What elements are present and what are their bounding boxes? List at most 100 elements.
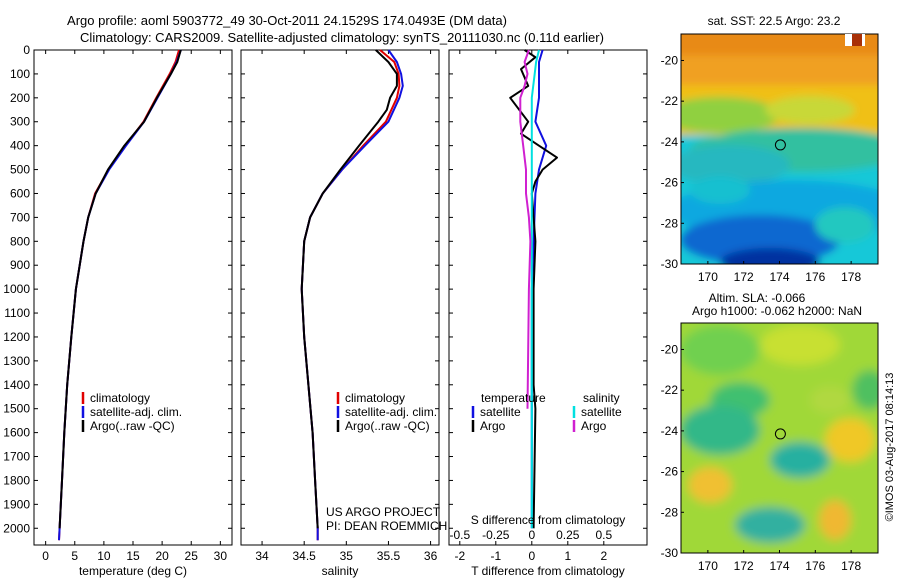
y-tick-label: 1700 [3,450,30,464]
project-line-1: US ARGO PROJECT [326,505,441,519]
y-tick-label: 800 [10,234,30,248]
project-line-2: PI: DEAN ROEMMICH [326,519,447,533]
x-tick-label: 2 [600,549,607,563]
sla-ticks: 170 172 174 176 178 -20 -22 -24 -26 -28 -30 [661,342,862,573]
map-y-tick-label: -20 [661,53,679,67]
map-x-tick-label: 174 [769,559,789,573]
map-x-tick-label: 170 [698,270,718,284]
y-tick-label: 200 [10,91,30,105]
series-line [58,49,182,541]
salinity-legend: climatology satellite-adj. clim. Argo(..… [326,391,447,533]
sst-title: sat. SST: 22.5 Argo: 23.2 [708,14,841,28]
map-x-tick-label: 172 [734,559,754,573]
map-x-tick-label: 178 [841,270,861,284]
difference-series [509,49,558,529]
x-tick-label: 0 [528,549,535,563]
sla-title-line-1: Altim. SLA: -0.066 [709,291,806,305]
x-tick-label: 36 [424,549,438,563]
x-tick-label: -2 [454,549,465,563]
x-tick-label: 35.5 [377,549,401,563]
x-tick-label: 34 [255,549,269,563]
legend-argo: Argo(..raw -QC) [90,419,175,433]
salinity-panel-frame [240,49,440,546]
map-y-tick-label: -26 [661,465,679,479]
y-tick-label: 0 [23,43,30,57]
x-tick-label: 15 [126,549,140,563]
temperature-legend: climatology satellite-adj. clim. Argo(..… [81,391,182,433]
difference-panel-frame [448,49,648,546]
series-line [519,49,532,409]
y-tick-label: 2000 [3,521,30,535]
temperature-ticks: 0 5 10 15 20 25 300100200300400500600700800900… [3,43,232,563]
y-tick-label: 900 [10,258,30,272]
series-line [300,49,404,541]
x-tick-label: 35 [340,549,354,563]
map-y-tick-label: -30 [661,546,679,560]
map-y-tick-label: -24 [661,424,679,438]
y-tick-label: 300 [10,115,30,129]
s-tick-label: 0.25 [556,528,580,542]
sst-ticks: 170 172 174 176 178 -20 -22 -24 -26 -28 -30 [661,53,862,284]
sst-high-value-patch [852,34,862,46]
s-tick-label: -0.25 [482,528,510,542]
credit-text: ©IMOS 03-Aug-2017 08:14:13 [884,373,896,522]
sla-argo-marker [774,428,786,440]
legend-satellite-adj: satellite-adj. clim. [345,405,437,419]
s-tick-label: 0.5 [595,528,612,542]
difference-ticks: -2 -1 0 1 2 -0.5 -0.25 0 0.25 0.5 [449,49,647,563]
x-tick-label: 5 [71,549,78,563]
map-y-tick-label: -30 [661,257,679,271]
y-tick-label: 1100 [4,306,30,320]
map-x-tick-label: 172 [734,270,754,284]
map-x-tick-label: 178 [841,559,861,573]
difference-legend: temperature salinity satellite Argo sate… [471,391,622,433]
legend-climatology: climatology [345,391,405,405]
series-line [300,49,401,541]
series-line [530,49,540,529]
x-tick-label: 30 [214,549,228,563]
x-tick-label: 10 [97,549,111,563]
map-x-tick-label: 176 [805,559,825,573]
difference-s-xlabel: S difference from climatology [471,513,626,527]
temperature-xlabel: temperature (deg C) [79,564,187,578]
map-y-tick-label: -24 [661,135,679,149]
salinity-ticks: 34 34.5 35 35.5 36 [241,49,439,563]
x-tick-label: 20 [155,549,169,563]
map-y-tick-label: -20 [661,342,679,356]
s-tick-label: -0.5 [449,528,470,542]
map-y-tick-label: -22 [661,383,679,397]
y-tick-label: 400 [10,139,30,153]
map-y-tick-label: -28 [661,216,679,230]
map-x-tick-label: 174 [769,270,789,284]
y-tick-label: 1500 [3,402,30,416]
temperature-series [58,49,182,541]
y-tick-label: 1200 [3,330,30,344]
x-tick-label: 34.5 [293,549,317,563]
sla-title-line-2: Argo h1000: -0.062 h2000: NaN [692,304,862,318]
y-tick-label: 1800 [3,473,30,487]
legend-climatology: climatology [90,391,150,405]
legend-t-argo: Argo [480,419,506,433]
salinity-series [300,49,404,541]
x-tick-label: 0 [42,549,49,563]
y-tick-label: 500 [10,163,30,177]
legend-t-satellite: satellite [480,405,521,419]
y-tick-label: 700 [10,210,30,224]
sst-map [681,34,878,264]
legend-argo: Argo(..raw -QC) [345,419,430,433]
y-tick-label: 1600 [3,426,30,440]
legend-salinity-header: salinity [583,391,620,405]
legend-s-satellite: satellite [581,405,622,419]
difference-t-xlabel: T difference from climatology [471,564,625,578]
map-y-tick-label: -28 [661,505,679,519]
salinity-xlabel: salinity [322,564,359,578]
y-tick-label: 1400 [3,378,30,392]
sla-map [681,323,878,553]
series-line [58,49,180,541]
s-tick-label: 0 [528,528,535,542]
series-line [58,49,182,529]
title-line-1: Argo profile: aoml 5903772_49 30-Oct-201… [67,13,507,28]
map-y-tick-label: -22 [661,94,679,108]
y-tick-label: 100 [10,67,30,81]
